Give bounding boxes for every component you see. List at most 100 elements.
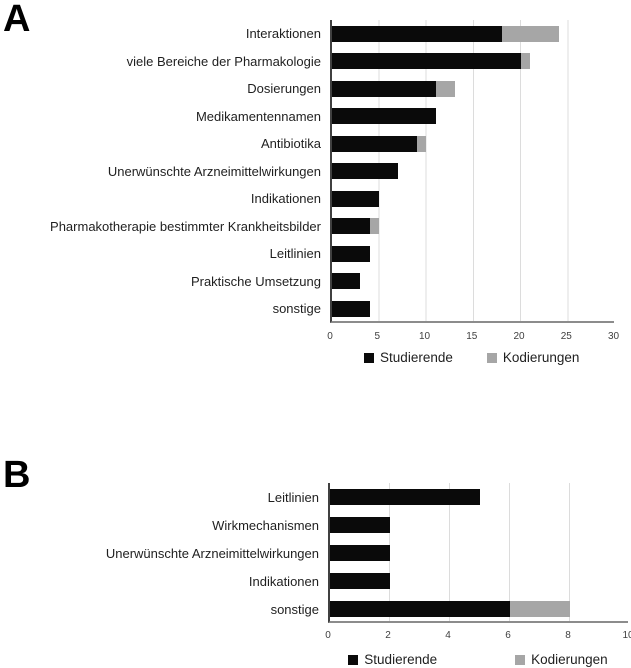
stacked-bar: [332, 273, 361, 290]
stacked-bar: [332, 25, 559, 42]
bar-segment-studierende: [332, 53, 521, 70]
x-tick-label: 0: [327, 331, 333, 342]
x-tick-label: 5: [374, 331, 381, 342]
x-tick-label: 8: [565, 630, 571, 641]
category-label: Indikationen: [250, 191, 321, 207]
legend-swatch-studierende: [364, 352, 375, 363]
legend-swatch-kodierungen: [515, 654, 526, 665]
x-tick-label: 20: [513, 331, 525, 342]
category-label: Dosierungen: [247, 81, 321, 97]
bar-row: [332, 185, 614, 213]
category-label: Unerwünschte Arzneimittelwirkungen: [107, 163, 321, 179]
bar-segment-studierende: [330, 545, 390, 561]
bar-row: [330, 511, 628, 539]
stacked-bar: [332, 218, 380, 235]
legend-item-kodierungen: Kodierungen: [486, 350, 579, 365]
category-label: Medikamentennamen: [195, 108, 321, 124]
bar-segment-kodierungen: [510, 601, 570, 617]
x-tick-label: 25: [560, 331, 572, 342]
legend-item-studierende: Studierende: [364, 350, 453, 365]
stacked-bar: [330, 601, 570, 617]
stacked-bar: [330, 545, 390, 561]
bar-segment-studierende: [330, 489, 480, 505]
x-tick-label: 10: [418, 331, 431, 342]
category-labels: Leitlinien Wirkmechanismen Unerwünschte Ar…: [0, 483, 328, 623]
bar-row: [330, 483, 628, 511]
stacked-bar: [332, 80, 455, 97]
bar-row: [332, 268, 614, 296]
x-axis: 0 5 10 15 20 25 30: [327, 331, 619, 345]
bar-row: [332, 75, 614, 103]
legend-swatch-kodierungen: [486, 352, 497, 363]
category-label: Antibiotika: [261, 136, 321, 152]
bar-segment-kodierungen: [417, 135, 427, 152]
legend: Studierende Kodierungen: [328, 652, 628, 667]
stacked-bar: [332, 300, 370, 317]
bar-segment-studierende: [332, 108, 436, 125]
legend-item-kodierungen: Kodierungen: [515, 652, 608, 667]
bar-row: [330, 539, 628, 567]
bar-segment-studierende: [332, 218, 370, 235]
legend-label: Studierende: [364, 652, 438, 667]
legend-label: Kodierungen: [531, 652, 608, 667]
category-label: sonstige: [272, 301, 321, 317]
category-label: Indikationen: [248, 573, 319, 589]
bar-segment-kodierungen: [502, 25, 559, 42]
category-label: Pharmakotherapie bestimmter Krankheitsbi…: [50, 218, 321, 234]
bar-row: [332, 103, 614, 131]
bar-segment-kodierungen: [369, 218, 380, 235]
bar-segment-studierende: [330, 601, 510, 617]
bar-row: [332, 130, 614, 158]
bar-row: [330, 595, 628, 623]
legend-label: Studierende: [380, 350, 453, 365]
bar-row: [332, 295, 614, 323]
plot-area: [330, 20, 614, 323]
x-tick-label: 6: [505, 630, 511, 641]
category-label: Wirkmechanismen: [212, 517, 319, 533]
legend-swatch-studierende: [348, 654, 359, 665]
category-label: Leitlinien: [267, 489, 319, 505]
bar-segment-studierende: [332, 163, 399, 180]
category-label: Interaktionen: [245, 26, 321, 42]
bar-row: [332, 20, 614, 48]
category-labels: Interaktionen viele Bereiche der Pharmako…: [0, 20, 330, 323]
panel-b-letter: B: [3, 454, 30, 496]
bar-segment-studierende: [332, 245, 370, 262]
bar-row: [332, 48, 614, 76]
stacked-bar: [332, 108, 436, 125]
bar-segment-kodierungen: [435, 80, 455, 97]
panel-a: A Interaktionen viele Bereiche der Pharma…: [0, 0, 619, 365]
category-label: Unerwünschte Arzneimittelwirkungen: [105, 545, 319, 561]
bar-segment-studierende: [330, 517, 390, 533]
panel-b: B Leitlinien Wirkmechanismen Unerwünschte …: [0, 430, 631, 668]
x-tick-label: 30: [607, 331, 620, 342]
category-label: Praktische Umsetzung: [190, 273, 321, 289]
stacked-bar: [332, 53, 531, 70]
x-tick-label: 2: [385, 630, 391, 641]
bar-segment-studierende: [332, 190, 380, 207]
category-label: sonstige: [270, 601, 319, 617]
stacked-bar: [330, 517, 390, 533]
x-tick-label: 10: [622, 630, 631, 641]
plot-area: [328, 483, 628, 623]
stacked-bar: [330, 489, 480, 505]
x-axis: 0 2 4 6 8 10: [325, 630, 631, 644]
stacked-bar: [332, 245, 370, 262]
x-tick-label: 4: [445, 630, 451, 641]
bar-segment-kodierungen: [521, 53, 531, 70]
bar-segment-studierende: [332, 273, 361, 290]
stacked-bar: [332, 163, 399, 180]
bar-segment-studierende: [332, 300, 370, 317]
bar-segment-studierende: [332, 25, 503, 42]
bar-segment-studierende: [332, 80, 436, 97]
bar-row: [332, 158, 614, 186]
stacked-bar: [330, 573, 390, 589]
stacked-bar: [332, 190, 380, 207]
bar-segment-studierende: [332, 135, 418, 152]
x-tick-label: 0: [325, 630, 331, 641]
category-label: viele Bereiche der Pharmakologie: [126, 53, 321, 69]
bar-row: [332, 213, 614, 241]
x-tick-label: 15: [466, 331, 478, 342]
bar-segment-studierende: [330, 573, 390, 589]
